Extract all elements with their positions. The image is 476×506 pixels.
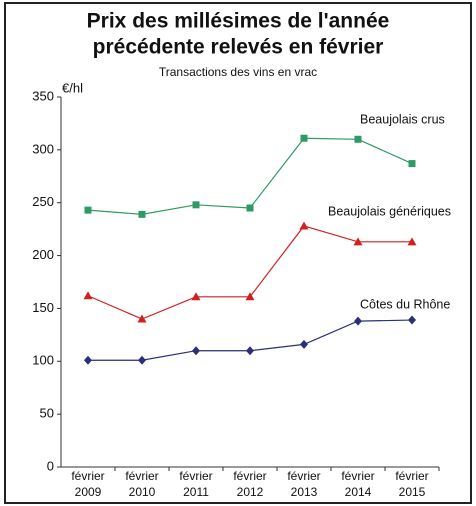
marker xyxy=(245,292,255,301)
marker xyxy=(191,292,201,301)
marker xyxy=(354,316,362,326)
marker xyxy=(83,291,93,300)
y-tick-label: 250 xyxy=(32,194,54,209)
marker xyxy=(138,355,146,365)
marker xyxy=(300,339,308,349)
series-line xyxy=(87,137,413,215)
series-label: Beaujolais crus xyxy=(360,112,445,126)
frame xyxy=(4,2,472,504)
chart-subtitle: Transactions des vins en vrac xyxy=(159,65,317,79)
x-tick-label: février 2012 xyxy=(233,469,266,499)
x-tick-label: février 2015 xyxy=(395,469,428,499)
marker xyxy=(300,134,308,142)
y-tick-label: 0 xyxy=(47,458,54,473)
marker xyxy=(192,346,200,356)
y-tick-label: 100 xyxy=(32,353,54,368)
marker xyxy=(299,221,309,230)
marker xyxy=(407,237,417,246)
series-label: Beaujolais génériques xyxy=(328,204,451,218)
y-tick-label: 300 xyxy=(32,141,54,156)
series-label: Côtes du Rhône xyxy=(360,297,450,311)
x-tick-label: février 2009 xyxy=(71,469,104,499)
x-tick-label: février 2010 xyxy=(125,469,158,499)
chart-title: Prix des millésimes de l'année xyxy=(87,10,390,33)
y-tick-label: 50 xyxy=(40,406,54,421)
marker xyxy=(84,206,92,214)
marker xyxy=(354,135,362,143)
marker xyxy=(353,237,363,246)
marker xyxy=(408,160,416,168)
marker xyxy=(137,314,147,323)
x-tick-label: février 2014 xyxy=(341,469,374,499)
y-tick-label: 200 xyxy=(32,247,54,262)
marker xyxy=(138,210,146,218)
x-tick-label: février 2011 xyxy=(179,469,212,499)
marker xyxy=(246,204,254,212)
chart-title: précédente relevés en février xyxy=(93,36,384,59)
marker xyxy=(192,201,200,209)
x-tick-label: février 2013 xyxy=(287,469,320,499)
marker xyxy=(408,315,416,325)
marker xyxy=(84,355,92,365)
y-tick-label: 350 xyxy=(32,88,54,103)
y-axis-label: €/hl xyxy=(62,80,83,95)
marker xyxy=(246,346,254,356)
y-tick-label: 150 xyxy=(32,300,54,315)
